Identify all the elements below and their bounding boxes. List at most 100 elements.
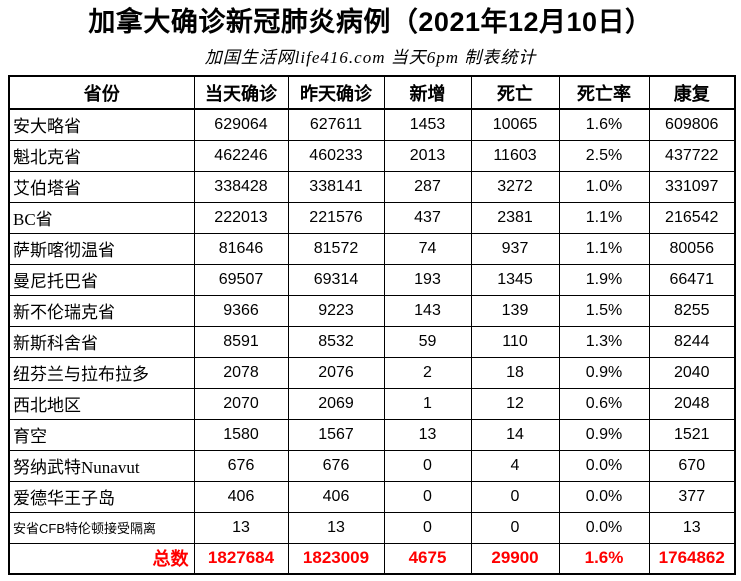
cell-value: 110	[470, 325, 560, 358]
cell-value: 4	[470, 449, 560, 482]
table-row: 爱德华王子岛 406 406 0 0 0.0% 377	[8, 480, 736, 513]
province-name: 努纳武特Nunavut	[8, 449, 195, 482]
column-header-5: 死亡率	[558, 75, 650, 111]
cell-value: 1.1%	[558, 201, 650, 234]
cell-value: 2.5%	[558, 139, 650, 172]
cell-value: 1453	[383, 108, 472, 141]
total-value: 4675	[383, 542, 472, 575]
province-name: BC省	[8, 201, 195, 234]
cell-value: 1.0%	[558, 170, 650, 203]
table-row: 安大略省 629064 627611 1453 10065 1.6% 609806	[8, 108, 736, 141]
cell-value: 13	[383, 418, 472, 451]
cell-value: 462246	[193, 139, 289, 172]
cell-value: 69507	[193, 263, 289, 296]
total-row: 总数 1827684 1823009 4675 29900 1.6% 1764862	[8, 542, 736, 575]
province-name: 萨斯喀彻温省	[8, 232, 195, 265]
cell-value: 2	[383, 356, 472, 389]
cell-value: 8532	[287, 325, 385, 358]
cell-value: 0.9%	[558, 418, 650, 451]
cell-value: 331097	[648, 170, 736, 203]
cell-value: 2048	[648, 387, 736, 420]
total-value: 1.6%	[558, 542, 650, 575]
table-row: BC省 222013 221576 437 2381 1.1% 216542	[8, 201, 736, 234]
table-row: 西北地区 2070 2069 1 12 0.6% 2048	[8, 387, 736, 420]
cell-value: 59	[383, 325, 472, 358]
total-value: 1764862	[648, 542, 736, 575]
cell-value: 1521	[648, 418, 736, 451]
total-label: 总数	[8, 542, 195, 575]
cell-value: 2381	[470, 201, 560, 234]
covid-stats-table: 省份 当天确诊 昨天确诊 新增 死亡 死亡率 康复 安大略省 629064 627611 1453…	[8, 75, 736, 576]
total-value: 1823009	[287, 542, 385, 575]
table-row: 努纳武特Nunavut 676 676 0 4 0.0% 670	[8, 449, 736, 482]
cell-value: 1.5%	[558, 294, 650, 327]
province-name: 安省CFB特伦顿接受隔离	[8, 511, 195, 544]
cell-value: 0	[383, 449, 472, 482]
cell-value: 2040	[648, 356, 736, 389]
province-name: 艾伯塔省	[8, 170, 195, 203]
table-row: 纽芬兰与拉布拉多 2078 2076 2 18 0.9% 2040	[8, 356, 736, 389]
cell-value: 12	[470, 387, 560, 420]
cell-value: 1.9%	[558, 263, 650, 296]
cell-value: 2070	[193, 387, 289, 420]
cell-value: 676	[193, 449, 289, 482]
cell-value: 629064	[193, 108, 289, 141]
cell-value: 13	[287, 511, 385, 544]
cell-value: 2076	[287, 356, 385, 389]
cell-value: 13	[193, 511, 289, 544]
province-name: 爱德华王子岛	[8, 480, 195, 513]
cell-value: 0.0%	[558, 480, 650, 513]
total-value: 1827684	[193, 542, 289, 575]
cell-value: 670	[648, 449, 736, 482]
cell-value: 1.1%	[558, 232, 650, 265]
table-row: 新不伦瑞克省 9366 9223 143 139 1.5% 8255	[8, 294, 736, 327]
cell-value: 9366	[193, 294, 289, 327]
cell-value: 10065	[470, 108, 560, 141]
cell-value: 627611	[287, 108, 385, 141]
table-row: 安省CFB特伦顿接受隔离 13 13 0 0 0.0% 13	[8, 511, 736, 544]
table-header-row: 省份 当天确诊 昨天确诊 新增 死亡 死亡率 康复	[8, 75, 736, 111]
column-header-6: 康复	[648, 75, 736, 111]
cell-value: 221576	[287, 201, 385, 234]
total-value: 29900	[470, 542, 560, 575]
cell-value: 377	[648, 480, 736, 513]
cell-value: 0	[470, 511, 560, 544]
cell-value: 9223	[287, 294, 385, 327]
table-row: 曼尼托巴省 69507 69314 193 1345 1.9% 66471	[8, 263, 736, 296]
cell-value: 338141	[287, 170, 385, 203]
cell-value: 1	[383, 387, 472, 420]
table-row: 魁北克省 462246 460233 2013 11603 2.5% 437722	[8, 139, 736, 172]
table-row: 艾伯塔省 338428 338141 287 3272 1.0% 331097	[8, 170, 736, 203]
cell-value: 193	[383, 263, 472, 296]
cell-value: 287	[383, 170, 472, 203]
cell-value: 18	[470, 356, 560, 389]
cell-value: 0	[383, 511, 472, 544]
cell-value: 8591	[193, 325, 289, 358]
table-row: 新斯科舍省 8591 8532 59 110 1.3% 8244	[8, 325, 736, 358]
cell-value: 69314	[287, 263, 385, 296]
column-header-3: 新增	[383, 75, 472, 111]
cell-value: 1345	[470, 263, 560, 296]
column-header-1: 当天确诊	[193, 75, 289, 111]
cell-value: 143	[383, 294, 472, 327]
cell-value: 2069	[287, 387, 385, 420]
province-name: 西北地区	[8, 387, 195, 420]
province-name: 纽芬兰与拉布拉多	[8, 356, 195, 389]
province-name: 新不伦瑞克省	[8, 294, 195, 327]
cell-value: 81572	[287, 232, 385, 265]
column-header-0: 省份	[8, 75, 195, 111]
cell-value: 609806	[648, 108, 736, 141]
cell-value: 437	[383, 201, 472, 234]
province-name: 安大略省	[8, 108, 195, 141]
cell-value: 222013	[193, 201, 289, 234]
cell-value: 0.9%	[558, 356, 650, 389]
cell-value: 139	[470, 294, 560, 327]
cell-value: 8255	[648, 294, 736, 327]
cell-value: 937	[470, 232, 560, 265]
cell-value: 74	[383, 232, 472, 265]
province-name: 曼尼托巴省	[8, 263, 195, 296]
cell-value: 8244	[648, 325, 736, 358]
province-name: 育空	[8, 418, 195, 451]
cell-value: 1.3%	[558, 325, 650, 358]
